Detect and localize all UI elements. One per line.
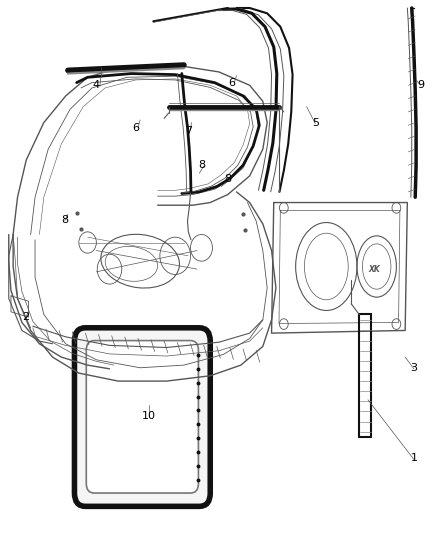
Circle shape (279, 319, 288, 329)
Text: XK: XK (369, 265, 380, 273)
Text: 3: 3 (410, 363, 417, 373)
Text: 10: 10 (142, 411, 156, 421)
Text: 7: 7 (185, 126, 192, 135)
Text: 8: 8 (198, 160, 205, 170)
Text: 5: 5 (312, 118, 319, 127)
Circle shape (279, 203, 288, 213)
Circle shape (392, 203, 401, 213)
Text: 4: 4 (93, 80, 100, 90)
FancyBboxPatch shape (74, 328, 210, 506)
Text: 6: 6 (229, 78, 236, 87)
Text: 9: 9 (417, 80, 424, 90)
Text: 2: 2 (22, 312, 29, 322)
Text: 8: 8 (224, 174, 231, 183)
Text: 8: 8 (61, 215, 68, 224)
Circle shape (392, 319, 401, 329)
Text: 1: 1 (410, 454, 417, 463)
FancyBboxPatch shape (86, 341, 198, 493)
Text: 6: 6 (132, 123, 139, 133)
